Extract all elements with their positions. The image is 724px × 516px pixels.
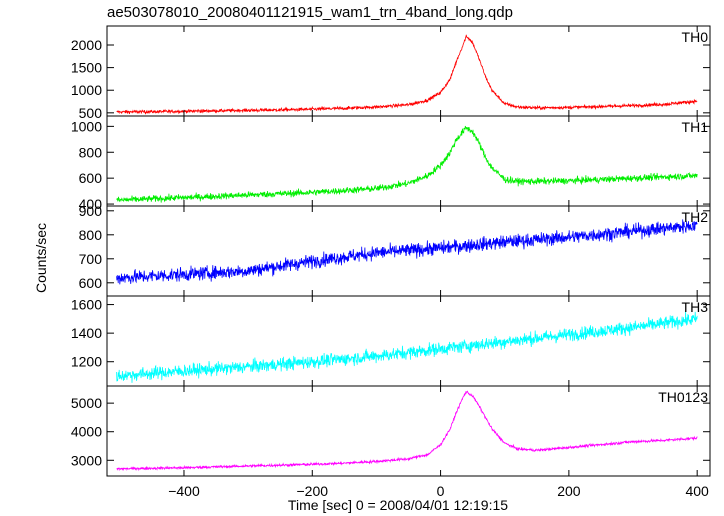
y-tick-label: 1600 bbox=[71, 297, 102, 313]
x-tick-label: −200 bbox=[297, 483, 329, 499]
y-tick-label: 1400 bbox=[71, 325, 102, 341]
panel-label: TH3 bbox=[682, 299, 709, 315]
panel-frame bbox=[106, 385, 711, 477]
y-tick-label: 1000 bbox=[71, 82, 102, 98]
y-tick-label: 5000 bbox=[71, 395, 102, 411]
series-th0123 bbox=[116, 390, 698, 472]
x-tick-label: 200 bbox=[557, 483, 581, 499]
y-tick-label: 400 bbox=[79, 196, 103, 212]
panel-th0: 500 1000 1500 2000 TH0 bbox=[71, 25, 711, 121]
y-tick-label: 800 bbox=[79, 144, 103, 160]
y-tick-label: 4000 bbox=[71, 424, 102, 440]
series-th3 bbox=[116, 311, 698, 383]
panel-frame bbox=[106, 115, 711, 207]
panel-label: TH0 bbox=[682, 29, 709, 45]
panel-th2: 600 700 800 900 TH2 bbox=[79, 203, 711, 297]
panel-th0123: 3000 4000 5000 TH0123 bbox=[71, 385, 711, 477]
series-th0 bbox=[116, 34, 698, 115]
y-tick-label: 800 bbox=[79, 227, 103, 243]
panel-label: TH2 bbox=[682, 209, 709, 225]
y-tick-label: 2000 bbox=[71, 37, 102, 53]
y-tick-label: 900 bbox=[79, 203, 103, 219]
y-tick-label: 1500 bbox=[71, 60, 102, 76]
series-th2 bbox=[116, 219, 698, 285]
x-tick-label: 0 bbox=[437, 483, 445, 499]
y-tick-label: 600 bbox=[79, 170, 103, 186]
y-tick-label: 1200 bbox=[71, 354, 102, 370]
y-tick-label: 500 bbox=[79, 105, 103, 121]
x-tick-label: −400 bbox=[168, 483, 200, 499]
y-tick-label: 700 bbox=[79, 251, 103, 267]
y-axis-label: Counts/sec bbox=[33, 223, 49, 293]
x-axis-label: Time [sec] 0 = 2008/04/01 12:19:15 bbox=[288, 497, 508, 513]
panel-th1: 400 600 800 1000 TH1 bbox=[71, 115, 711, 212]
chart-title: ae503078010_20080401121915_wam1_trn_4ban… bbox=[107, 4, 513, 21]
x-tick-label: 400 bbox=[685, 483, 709, 499]
panel-label: TH0123 bbox=[658, 389, 708, 405]
y-tick-label: 1000 bbox=[71, 118, 102, 134]
panel-label: TH1 bbox=[682, 119, 709, 135]
y-tick-label: 600 bbox=[79, 275, 103, 291]
panel-th3: 1200 1400 1600 TH3 bbox=[71, 295, 711, 387]
panel-frame bbox=[106, 25, 711, 117]
y-tick-label: 3000 bbox=[71, 452, 102, 468]
series-th1 bbox=[116, 125, 698, 203]
